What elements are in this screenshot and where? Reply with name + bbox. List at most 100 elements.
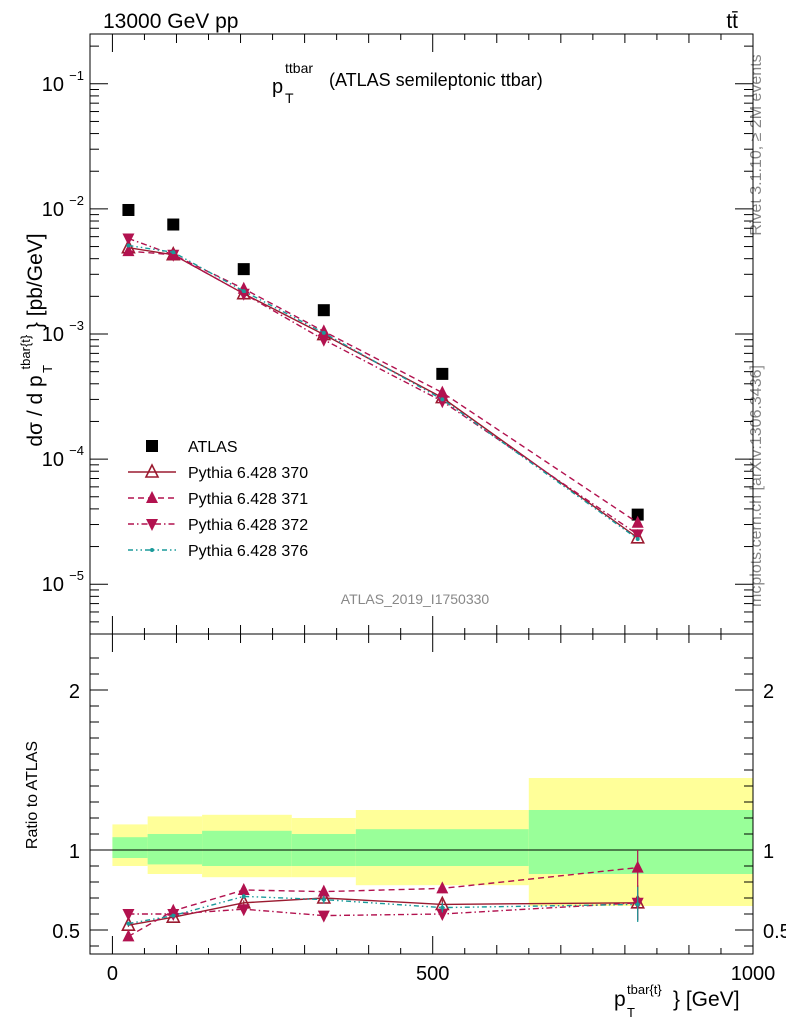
ratio-frame	[89, 633, 754, 955]
ratio-ytick-label: 2	[69, 681, 80, 703]
legend-label: ATLAS	[188, 439, 238, 456]
main-ytick-exp: −2	[69, 193, 84, 208]
main-ytick-label: 10	[42, 324, 64, 346]
mcplots-label: mcplots.cern.ch [arXiv:1306.3436]	[748, 365, 765, 607]
main-ytick-exp: −5	[69, 568, 84, 583]
ratio-point	[317, 884, 330, 897]
ratio-point	[436, 881, 449, 894]
xlabel-sub: T	[627, 1005, 635, 1020]
title-p: p	[272, 76, 283, 98]
main-ytick-label: 10	[42, 199, 64, 221]
analysis-watermark: ATLAS_2019_I1750330	[341, 591, 490, 607]
ratio-band-green	[112, 837, 148, 858]
xlabel-pre: p	[614, 988, 626, 1011]
legend-marker	[146, 440, 158, 452]
ratio-point	[122, 929, 135, 942]
legend-label: Pythia 6.428 370	[188, 465, 308, 482]
ratio-point	[321, 897, 326, 902]
legend-label: Pythia 6.428 371	[188, 491, 308, 508]
main-point	[317, 304, 330, 317]
ratio-band-green	[147, 834, 203, 865]
main-point	[126, 243, 131, 248]
ratio-point	[440, 905, 445, 910]
legend-marker	[144, 463, 160, 478]
main-point	[317, 334, 330, 347]
title-sub: T	[285, 90, 294, 106]
main-title: p	[272, 76, 283, 98]
main-point	[241, 289, 246, 294]
legend-marker	[146, 519, 158, 531]
main-ylabel: dσ / d p tbar{t} T } [pb/GeV]	[12, 233, 57, 446]
ratio-point	[237, 883, 250, 895]
header-right: tt̄	[726, 10, 738, 33]
main-point	[317, 324, 330, 337]
ratio-band-green	[528, 810, 753, 874]
ylabel-sub: T	[40, 365, 55, 373]
rivet-label: Rivet 3.1.10, ≥ 2M events	[748, 54, 765, 235]
ratio-series-line	[128, 902, 638, 917]
main-point	[631, 515, 644, 528]
main-point	[321, 330, 326, 335]
header-left: 13000 GeV pp	[103, 10, 238, 33]
title-rest: (ATLAS semileptonic ttbar)	[329, 70, 543, 90]
main-ytick-label: 10	[42, 74, 64, 96]
main-series-line	[128, 246, 639, 539]
main-point	[630, 529, 645, 544]
main-point	[631, 529, 644, 542]
main-point	[167, 218, 180, 231]
xlabel-sup: tbar{t}	[627, 982, 662, 997]
ratio-series-line	[128, 895, 638, 925]
ratio-band-green	[202, 830, 292, 866]
main-point	[167, 249, 180, 262]
ratio-ytick-label-right: 1	[763, 841, 774, 863]
legend-label: Pythia 6.428 376	[188, 543, 308, 560]
main-point	[237, 288, 250, 301]
xlabel: p	[614, 988, 626, 1011]
main-ytick-label: 10	[42, 574, 64, 596]
main-point	[635, 536, 640, 541]
main-point	[436, 367, 449, 380]
ratio-point	[237, 904, 250, 917]
legend-marker	[150, 548, 154, 552]
ratio-point	[317, 910, 330, 923]
legend-marker	[146, 491, 158, 503]
main-panel: 10 −1 10 −2 10 −3 10 −4 10 −5 p ttbar T (ATLAS se…	[12, 33, 754, 635]
ratio-ytick-label: 1	[69, 841, 80, 863]
main-series-line	[128, 244, 639, 540]
ratio-point	[635, 902, 640, 907]
ratio-ytick-label-right: 2	[763, 681, 774, 703]
ratio-xtick-label: 500	[416, 963, 449, 985]
ratio-point	[122, 909, 135, 921]
ylabel-pre: dσ / d p	[24, 375, 47, 446]
main-ytick-exp: −1	[69, 68, 84, 83]
main-point	[436, 385, 449, 398]
ratio-series-line	[128, 897, 638, 926]
legend: ATLAS Pythia 6.428 370 Pythia 6.428 371 Pyt…	[128, 439, 308, 560]
main-point	[440, 397, 445, 402]
legend-label: Pythia 6.428 372	[188, 517, 308, 534]
ratio-series-line	[128, 866, 638, 938]
main-point	[436, 396, 449, 409]
title-sup: ttbar	[285, 60, 313, 76]
ylabel-post: } [pb/GeV]	[24, 233, 47, 329]
ratio-ylabel: Ratio to ATLAS	[24, 741, 41, 849]
ratio-point	[436, 909, 449, 921]
ratio-xtick-label: 0	[107, 963, 118, 985]
main-point	[122, 233, 135, 246]
main-point	[122, 244, 135, 257]
ratio-point	[171, 913, 176, 918]
ylabel-sup: tbar{t}	[18, 334, 33, 369]
main-ytick-exp: −4	[69, 443, 84, 458]
main-point	[122, 203, 135, 216]
ratio-panel: 0.5 0.5 1 1 2 2 0 500 1000 Ratio to ATLAS p tbar…	[24, 633, 786, 1020]
main-point	[237, 263, 250, 276]
ratio-point	[631, 860, 644, 873]
main-point	[631, 508, 644, 521]
ratio-ytick-label-right: 0.5	[763, 921, 786, 943]
main-ytick-label: 10	[42, 449, 64, 471]
ratio-point	[241, 894, 246, 899]
ratio-point	[126, 921, 131, 926]
ratio-band-green	[355, 829, 529, 866]
ratio-ytick-label: 0.5	[52, 921, 80, 943]
